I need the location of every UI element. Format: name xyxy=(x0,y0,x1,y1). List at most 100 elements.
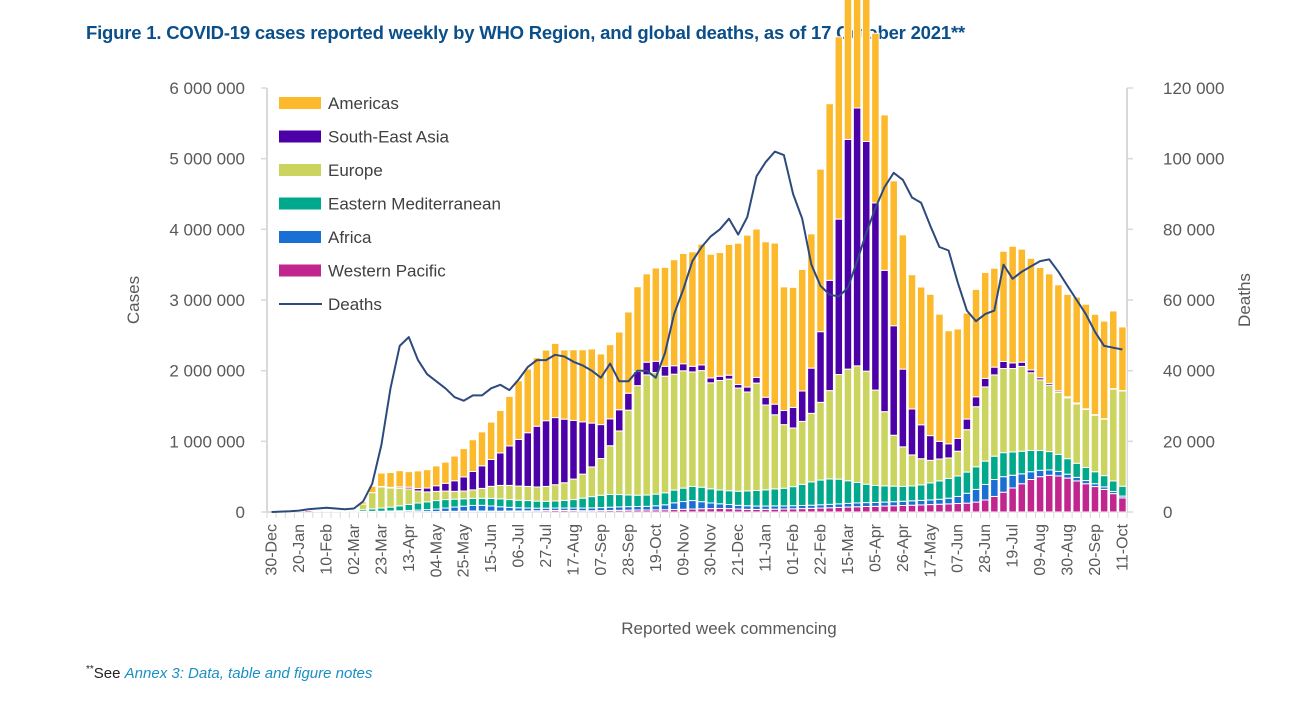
legend-swatch xyxy=(279,97,321,109)
bar-europe xyxy=(926,459,935,484)
bar-eastern-mediterranean xyxy=(706,488,715,504)
bar-europe xyxy=(752,382,761,492)
bar-europe xyxy=(605,445,615,495)
bar-western-pacific xyxy=(834,506,844,513)
x-tick-label: 22-Feb xyxy=(813,524,830,575)
bar-americas xyxy=(505,395,514,447)
bar-americas xyxy=(916,286,926,426)
bar-americas xyxy=(569,349,578,421)
bar-south-east-asia xyxy=(926,435,935,461)
bar-south-east-asia xyxy=(971,396,981,408)
bar-africa xyxy=(633,505,642,511)
bar-europe xyxy=(688,371,697,487)
bar-europe xyxy=(779,424,789,489)
bar-western-pacific xyxy=(1017,483,1027,513)
bar-africa xyxy=(990,478,999,497)
legend-item-south-east-asia: South-East Asia xyxy=(279,128,450,147)
bar-western-pacific xyxy=(1008,487,1017,513)
bar-eastern-mediterranean xyxy=(1026,450,1036,473)
bar-western-pacific xyxy=(1063,477,1072,513)
bar-africa xyxy=(862,502,871,507)
bar-western-pacific xyxy=(889,505,898,513)
bar-europe xyxy=(706,382,715,490)
bar-south-east-asia xyxy=(816,331,825,403)
bar-western-pacific xyxy=(797,508,807,513)
bar-eastern-mediterranean xyxy=(404,503,414,511)
bar-americas xyxy=(560,349,569,420)
bar-americas xyxy=(1063,293,1072,398)
bar-eastern-mediterranean xyxy=(907,485,917,502)
bar-south-east-asia xyxy=(999,360,1008,370)
legend-label: Europe xyxy=(328,161,383,180)
x-tick-label: 30-Dec xyxy=(264,524,281,576)
bar-eastern-mediterranean xyxy=(1081,466,1091,482)
bar-eastern-mediterranean xyxy=(477,497,487,506)
bar-americas xyxy=(605,344,615,420)
legend-label: Deaths xyxy=(328,295,382,314)
bar-europe xyxy=(1109,388,1118,482)
bar-eastern-mediterranean xyxy=(651,493,661,507)
bar-europe xyxy=(560,482,569,501)
bar-africa xyxy=(614,506,624,511)
bar-eastern-mediterranean xyxy=(413,502,423,511)
bar-africa xyxy=(441,507,450,512)
bar-europe xyxy=(971,406,981,468)
x-axis-title: Reported week commencing xyxy=(621,619,836,638)
bar-eastern-mediterranean xyxy=(871,485,880,503)
bar-americas xyxy=(898,234,908,370)
bar-western-pacific xyxy=(1118,497,1127,513)
bar-americas xyxy=(532,357,542,427)
bar-south-east-asia xyxy=(743,386,752,393)
bar-western-pacific xyxy=(907,504,917,513)
bar-europe xyxy=(733,387,743,492)
annex-link[interactable]: Annex 3: Data, table and figure notes xyxy=(124,665,373,682)
bar-south-east-asia xyxy=(441,482,450,492)
bar-americas xyxy=(441,461,450,484)
bar-africa xyxy=(669,502,679,511)
bar-eastern-mediterranean xyxy=(505,499,514,508)
bar-western-pacific xyxy=(971,501,981,513)
bar-americas xyxy=(926,293,935,437)
bar-south-east-asia xyxy=(514,438,523,487)
bar-europe xyxy=(377,486,386,509)
bar-africa xyxy=(651,505,661,511)
y-tick-label: 2 000 000 xyxy=(169,362,245,381)
bar-eastern-mediterranean xyxy=(743,490,752,507)
bar-africa xyxy=(450,506,459,512)
bar-europe xyxy=(1035,379,1045,452)
bar-africa xyxy=(907,500,917,506)
bar-europe xyxy=(944,457,953,479)
legend-swatch xyxy=(279,264,321,277)
x-tick-label: 09-Nov xyxy=(675,524,692,576)
bar-south-east-asia xyxy=(953,438,962,452)
bar-eastern-mediterranean xyxy=(1044,451,1054,471)
bar-eastern-mediterranean xyxy=(432,500,441,510)
footnote-marker: ** xyxy=(86,664,94,675)
x-tick-label: 20-Jan xyxy=(291,524,308,573)
bar-europe xyxy=(404,488,414,505)
bar-europe xyxy=(386,487,395,508)
bar-europe xyxy=(450,490,459,500)
x-tick-label: 30-Nov xyxy=(703,524,720,576)
bar-south-east-asia xyxy=(596,424,606,460)
bar-south-east-asia xyxy=(560,418,569,484)
bar-americas xyxy=(614,331,624,411)
bar-south-east-asia xyxy=(697,364,706,372)
x-tick-label: 26-Apr xyxy=(895,523,912,572)
bar-americas xyxy=(990,267,999,368)
bar-europe xyxy=(1099,418,1109,477)
bar-eastern-mediterranean xyxy=(486,497,496,507)
bar-europe xyxy=(843,368,853,482)
bar-western-pacific xyxy=(944,503,953,513)
bar-eastern-mediterranean xyxy=(779,487,789,507)
bar-europe xyxy=(596,458,606,496)
bar-europe xyxy=(569,478,578,501)
bar-europe xyxy=(669,373,679,491)
bar-eastern-mediterranean xyxy=(724,490,734,506)
bar-americas xyxy=(797,268,807,392)
bar-americas xyxy=(486,421,496,460)
bar-south-east-asia xyxy=(578,421,587,475)
bar-europe xyxy=(624,409,633,496)
chart-svg: 0 1 000 000 2 000 000 3 000 000 4 000 000 5 0… xyxy=(124,0,1254,638)
x-tick-label: 17-Aug xyxy=(565,524,582,576)
